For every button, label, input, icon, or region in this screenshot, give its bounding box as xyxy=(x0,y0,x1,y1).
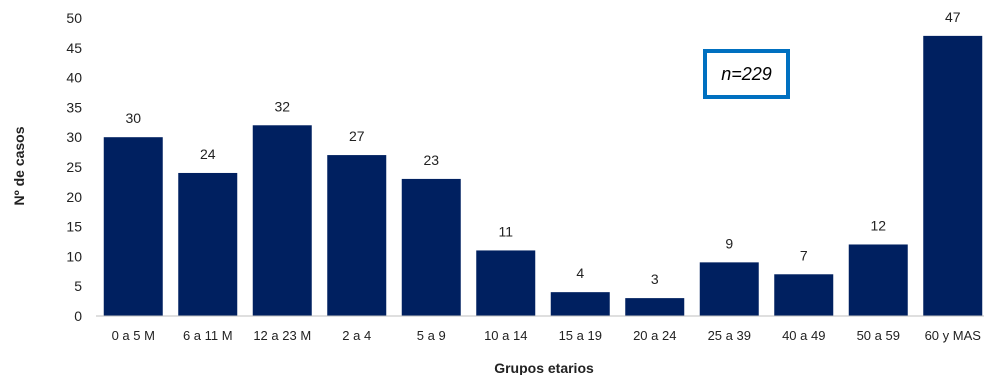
x-category-label: 10 a 14 xyxy=(484,328,527,343)
bar-data-label: 12 xyxy=(870,217,886,233)
y-tick-label: 45 xyxy=(66,40,82,56)
x-category-label: 5 a 9 xyxy=(417,328,446,343)
bar-data-label: 47 xyxy=(945,9,961,25)
bar xyxy=(774,274,834,316)
bar xyxy=(550,292,610,316)
bar-data-label: 7 xyxy=(800,247,808,263)
x-category-label: 15 a 19 xyxy=(559,328,602,343)
y-tick-label: 0 xyxy=(74,308,82,324)
bar-data-label: 9 xyxy=(725,235,733,251)
bar xyxy=(252,125,312,316)
annotation-text: n=229 xyxy=(721,64,772,84)
y-tick-label: 15 xyxy=(66,219,82,235)
annotation-box xyxy=(703,49,790,99)
bar-data-label: 32 xyxy=(274,98,290,114)
x-category-label: 40 a 49 xyxy=(782,328,825,343)
y-axis-title: Nº de casos xyxy=(11,126,27,205)
y-tick-label: 5 xyxy=(74,278,82,294)
y-tick-label: 50 xyxy=(66,10,82,26)
bar-data-label: 4 xyxy=(576,265,584,281)
x-category-label: 12 a 23 M xyxy=(253,328,311,343)
bar xyxy=(848,244,908,316)
bar-data-label: 3 xyxy=(651,271,659,287)
y-tick-label: 30 xyxy=(66,129,82,145)
x-category-label: 25 a 39 xyxy=(708,328,751,343)
x-axis-title: Grupos etarios xyxy=(494,360,594,375)
bar xyxy=(923,35,983,316)
x-category-label: 20 a 24 xyxy=(633,328,676,343)
bar-data-label: 27 xyxy=(349,128,365,144)
y-tick-label: 40 xyxy=(66,70,82,86)
bar-data-label: 11 xyxy=(498,223,513,239)
bar xyxy=(476,250,536,316)
x-category-label: 0 a 5 M xyxy=(112,328,155,343)
bar xyxy=(178,172,238,316)
bar xyxy=(699,262,759,316)
data-labels: 30 24 32 27 23 11 4 3 9 7 12 47 xyxy=(125,9,960,287)
x-category-label: 6 a 11 M xyxy=(183,328,233,343)
y-tick-label: 20 xyxy=(66,189,82,205)
bar xyxy=(103,137,163,316)
x-category-label: 60 y MAS xyxy=(925,328,982,343)
bars xyxy=(103,35,983,316)
y-axis-ticks: 0 5 10 15 20 25 30 35 40 45 50 xyxy=(66,10,82,324)
x-category-label: 2 a 4 xyxy=(342,328,371,343)
y-tick-label: 10 xyxy=(66,248,82,264)
bar xyxy=(625,298,685,316)
bar-data-label: 30 xyxy=(125,110,141,126)
bar-data-label: 24 xyxy=(200,146,216,162)
x-axis-category-labels: 0 a 5 M 6 a 11 M 12 a 23 M 2 a 4 5 a 9 10 a 1… xyxy=(112,328,982,343)
sample-size-annotation: n=229 xyxy=(703,49,790,99)
x-category-label: 50 a 59 xyxy=(857,328,900,343)
y-tick-label: 35 xyxy=(66,99,82,115)
bar xyxy=(401,178,461,316)
y-tick-label: 25 xyxy=(66,159,82,175)
bar xyxy=(327,155,387,316)
bar-data-label: 23 xyxy=(423,152,439,168)
